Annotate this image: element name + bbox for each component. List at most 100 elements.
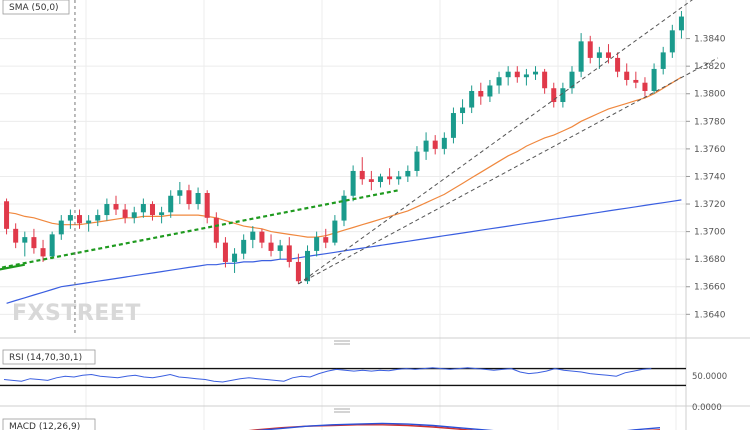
candle-13 bbox=[122, 204, 128, 224]
fxstreet-watermark: FXSTREET bbox=[12, 301, 141, 326]
candle-24 bbox=[222, 237, 228, 268]
candle-36 bbox=[332, 215, 338, 246]
candle-0 bbox=[4, 198, 10, 235]
candle-body-15 bbox=[140, 204, 146, 213]
macd-resize-handle[interactable] bbox=[334, 408, 350, 413]
rsi-tick-label: 50.0000 bbox=[692, 372, 727, 382]
candle-28 bbox=[259, 228, 265, 249]
candle-58 bbox=[533, 66, 539, 80]
macd-legend[interactable]: MACD (12,26,9) bbox=[2, 418, 96, 434]
rsi-panel bbox=[0, 367, 686, 387]
candle-body-0 bbox=[4, 201, 10, 229]
candle-67 bbox=[615, 52, 621, 78]
candle-70 bbox=[642, 77, 648, 97]
sma-label: SMA (50,0) bbox=[9, 3, 59, 13]
candle-65 bbox=[596, 46, 602, 69]
price-tick-label-0: 1.3840 bbox=[694, 35, 726, 45]
rsi-label: RSI (14,70,30,1) bbox=[9, 353, 82, 363]
candle-43 bbox=[396, 170, 402, 185]
macd-label: MACD (12,26,9) bbox=[9, 422, 80, 430]
price-tick-label-8: 1.3680 bbox=[694, 255, 726, 265]
candle-body-56 bbox=[514, 71, 520, 78]
candle-body-53 bbox=[487, 85, 493, 97]
candle-body-47 bbox=[432, 140, 438, 149]
candle-body-12 bbox=[113, 204, 119, 210]
candle-12 bbox=[113, 195, 119, 216]
candle-body-72 bbox=[660, 52, 666, 69]
candle-47 bbox=[432, 135, 438, 155]
candle-27 bbox=[250, 226, 256, 249]
candle-8 bbox=[77, 209, 83, 229]
candle-body-45 bbox=[414, 151, 420, 171]
candle-body-62 bbox=[569, 71, 575, 89]
candle-body-71 bbox=[651, 68, 657, 91]
candle-body-52 bbox=[478, 90, 484, 97]
candle-body-14 bbox=[131, 212, 137, 218]
candle-body-11 bbox=[104, 204, 110, 216]
candle-31 bbox=[286, 237, 292, 268]
candle-10 bbox=[95, 209, 101, 227]
candle-body-18 bbox=[168, 195, 174, 213]
candle-61 bbox=[560, 82, 566, 108]
candle-44 bbox=[405, 165, 411, 182]
candle-body-57 bbox=[523, 74, 529, 78]
candle-body-40 bbox=[368, 179, 374, 182]
candle-62 bbox=[569, 66, 575, 94]
candle-body-65 bbox=[596, 52, 602, 58]
candle-body-30 bbox=[277, 245, 283, 251]
candle-23 bbox=[213, 212, 219, 249]
candle-body-43 bbox=[396, 176, 402, 180]
candle-45 bbox=[414, 146, 420, 177]
candle-55 bbox=[505, 66, 511, 86]
candle-1 bbox=[13, 223, 19, 249]
candle-body-4 bbox=[40, 248, 46, 257]
candle-body-28 bbox=[259, 231, 265, 243]
candle-body-25 bbox=[232, 253, 238, 262]
price-tick-label-9: 1.3660 bbox=[694, 283, 726, 293]
price-axis: 1.3840 1.3820 1.3800 1.3780 1.3760 1.3740 1.37… bbox=[686, 35, 726, 320]
candle-body-22 bbox=[204, 193, 210, 218]
candle-body-41 bbox=[377, 176, 383, 182]
candle-body-37 bbox=[341, 195, 347, 221]
rsi-resize-handle[interactable] bbox=[334, 340, 350, 345]
candle-66 bbox=[605, 44, 611, 64]
candle-20 bbox=[186, 184, 192, 210]
candle-body-42 bbox=[387, 176, 393, 180]
candle-21 bbox=[195, 187, 201, 210]
sma-legend[interactable]: SMA (50,0) bbox=[2, 0, 70, 15]
candle-body-69 bbox=[633, 79, 639, 83]
candle-5 bbox=[49, 231, 55, 260]
price-tick-label-1: 1.3820 bbox=[694, 62, 726, 72]
candle-52 bbox=[478, 82, 484, 105]
candle-26 bbox=[241, 234, 247, 260]
candle-body-39 bbox=[359, 170, 365, 180]
price-tick-label-5: 1.3740 bbox=[694, 172, 726, 182]
candle-body-33 bbox=[305, 250, 311, 282]
candle-40 bbox=[368, 170, 374, 191]
candle-3 bbox=[31, 228, 37, 254]
candle-body-51 bbox=[469, 90, 475, 108]
trendlines-layer bbox=[0, 0, 719, 285]
candle-25 bbox=[232, 248, 238, 273]
candle-33 bbox=[305, 245, 311, 284]
rsi-line bbox=[3, 367, 652, 383]
candle-39 bbox=[359, 157, 365, 185]
candle-body-55 bbox=[505, 71, 511, 78]
candle-7 bbox=[67, 209, 73, 229]
candle-18 bbox=[168, 190, 174, 218]
candle-body-59 bbox=[542, 71, 548, 89]
price-tick-label-3: 1.3780 bbox=[694, 117, 726, 127]
candle-body-44 bbox=[405, 170, 411, 177]
rsi-legend[interactable]: RSI (14,70,30,1) bbox=[2, 349, 96, 365]
candle-35 bbox=[323, 228, 329, 249]
candle-body-34 bbox=[314, 237, 320, 251]
candle-74 bbox=[678, 11, 684, 39]
candle-73 bbox=[669, 24, 675, 58]
candles-layer bbox=[4, 11, 684, 284]
macd-tick-label: 0.0000 bbox=[692, 403, 722, 413]
sma-fast-layer bbox=[6, 76, 682, 238]
candle-29 bbox=[268, 234, 274, 257]
candle-14 bbox=[131, 206, 137, 224]
candle-body-9 bbox=[86, 220, 92, 224]
candle-16 bbox=[149, 201, 155, 221]
